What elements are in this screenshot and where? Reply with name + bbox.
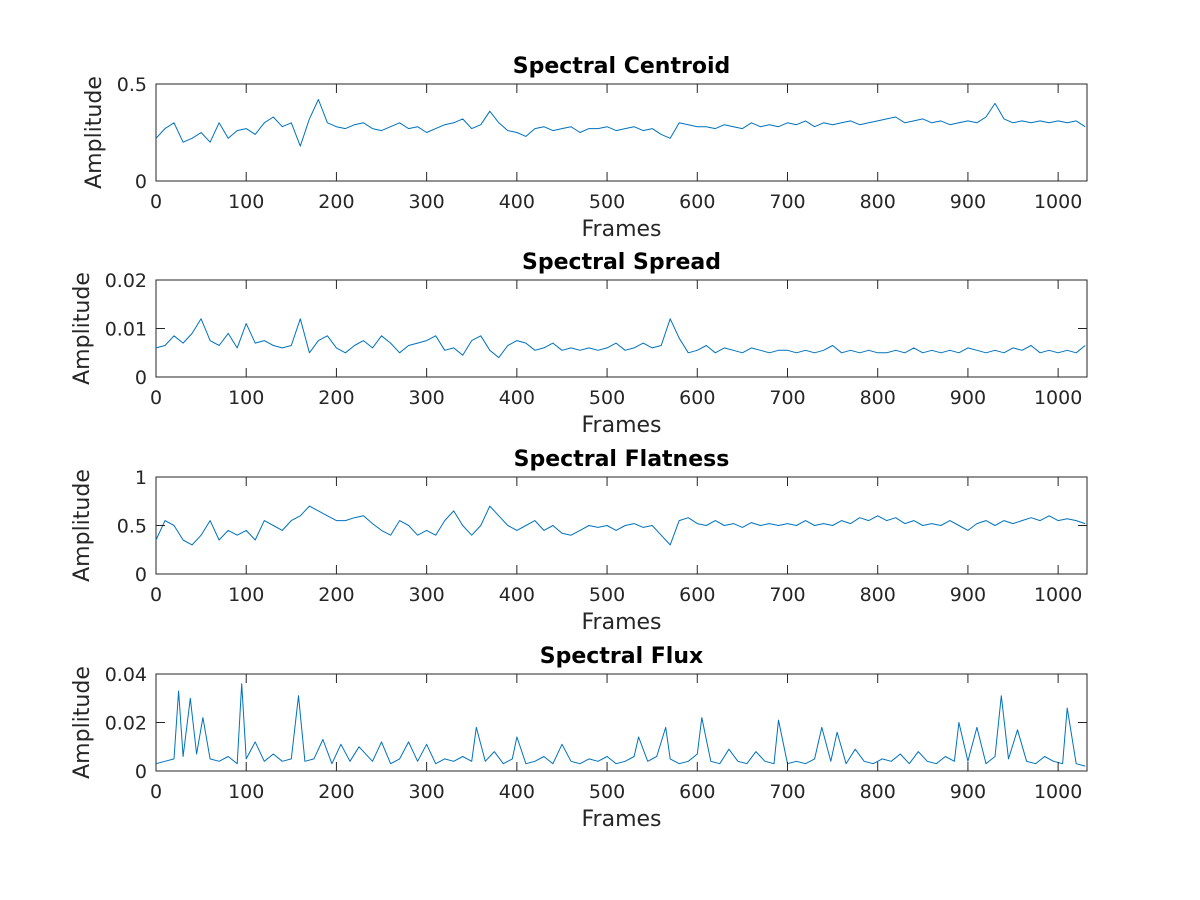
x-tick-label: 600	[679, 584, 715, 606]
x-tick-label: 700	[769, 191, 805, 213]
x-tick-label: 900	[950, 584, 986, 606]
x-tick-label: 500	[589, 584, 625, 606]
chart-title: Spectral Flatness	[514, 447, 730, 472]
series-line-1	[155, 505, 1086, 546]
x-tick-label: 500	[589, 781, 625, 803]
x-tick-label: 1000	[1034, 387, 1082, 409]
y-tick-label: 0.01	[105, 319, 147, 341]
y-tick-label: 0.02	[105, 270, 147, 292]
y-tick-label: 0	[135, 761, 147, 783]
x-tick-label: 0	[150, 584, 162, 606]
x-tick-label: 500	[589, 191, 625, 213]
x-tick-label: 900	[950, 781, 986, 803]
chart-title: Spectral Spread	[522, 250, 721, 275]
x-axis-label: Frames	[581, 217, 661, 242]
y-tick-label: 0	[135, 171, 147, 193]
y-tick-label: 0	[135, 367, 147, 389]
x-tick-label: 400	[499, 781, 535, 803]
y-axis-label: Amplitude	[70, 469, 95, 582]
x-tick-label: 1000	[1034, 584, 1082, 606]
x-tick-label: 900	[950, 191, 986, 213]
chart-title: Spectral Flux	[540, 644, 703, 669]
x-tick-label: 100	[228, 387, 264, 409]
axes-box	[155, 476, 1088, 575]
x-tick-label: 600	[679, 191, 715, 213]
y-tick-label: 0.5	[117, 516, 147, 538]
chart-panel-2: 0 100 200 300 400 500 600 700 800 900 1000 0 0.01 0.0…	[70, 250, 1088, 438]
chart-panel-3: 0 100 200 300 400 500 600 700 800 900 1000 0 0.5 1 Spe…	[70, 447, 1088, 635]
x-tick-label: 1000	[1034, 191, 1082, 213]
y-tick-label: 0.5	[117, 74, 147, 96]
x-tick-label: 400	[499, 584, 535, 606]
x-tick-label: 800	[860, 584, 896, 606]
x-tick-label: 200	[318, 584, 354, 606]
x-tick-label: 100	[228, 191, 264, 213]
x-tick-label: 600	[679, 387, 715, 409]
y-axis-label: Amplitude	[70, 272, 95, 385]
y-tick-label: 0.02	[105, 713, 147, 735]
y-tick-label: 1	[135, 467, 147, 489]
series-line-1	[155, 99, 1086, 147]
x-tick-label: 200	[318, 191, 354, 213]
x-tick-label: 700	[769, 781, 805, 803]
y-tick-label: 0.04	[105, 664, 147, 686]
x-tick-label: 0	[150, 781, 162, 803]
x-tick-label: 800	[860, 387, 896, 409]
axes-box	[155, 673, 1088, 772]
x-tick-label: 300	[409, 781, 445, 803]
x-tick-label: 900	[950, 387, 986, 409]
axes-box	[155, 83, 1088, 182]
x-tick-label: 700	[769, 387, 805, 409]
series-line-1	[155, 683, 1086, 767]
x-tick-label: 200	[318, 781, 354, 803]
x-tick-label: 400	[499, 191, 535, 213]
x-tick-label: 600	[679, 781, 715, 803]
x-tick-label: 100	[228, 584, 264, 606]
y-axis-label: Amplitude	[70, 666, 95, 779]
x-tick-label: 100	[228, 781, 264, 803]
x-tick-label: 400	[499, 387, 535, 409]
x-tick-label: 1000	[1034, 781, 1082, 803]
x-tick-label: 200	[318, 387, 354, 409]
x-axis-label: Frames	[581, 610, 661, 635]
axes-box	[155, 279, 1088, 378]
chart-panel-1: 0 100 200 300 400 500 600 700 800 900 1000 0 0.5 Spec…	[82, 54, 1088, 242]
x-tick-label: 0	[150, 387, 162, 409]
series-line-1	[155, 318, 1086, 359]
x-tick-label: 800	[860, 781, 896, 803]
chart-panel-4: 0 100 200 300 400 500 600 700 800 900 1000 0 0.02 0.0…	[70, 644, 1088, 832]
x-tick-label: 0	[150, 191, 162, 213]
x-tick-label: 300	[409, 584, 445, 606]
x-tick-label: 300	[409, 387, 445, 409]
x-axis-label: Frames	[581, 413, 661, 438]
x-tick-label: 700	[769, 584, 805, 606]
y-axis-label: Amplitude	[82, 76, 107, 189]
chart-title: Spectral Centroid	[513, 54, 730, 79]
x-axis-label: Frames	[581, 807, 661, 832]
y-tick-label: 0	[135, 564, 147, 586]
x-tick-label: 300	[409, 191, 445, 213]
x-tick-label: 500	[589, 387, 625, 409]
x-tick-label: 800	[860, 191, 896, 213]
